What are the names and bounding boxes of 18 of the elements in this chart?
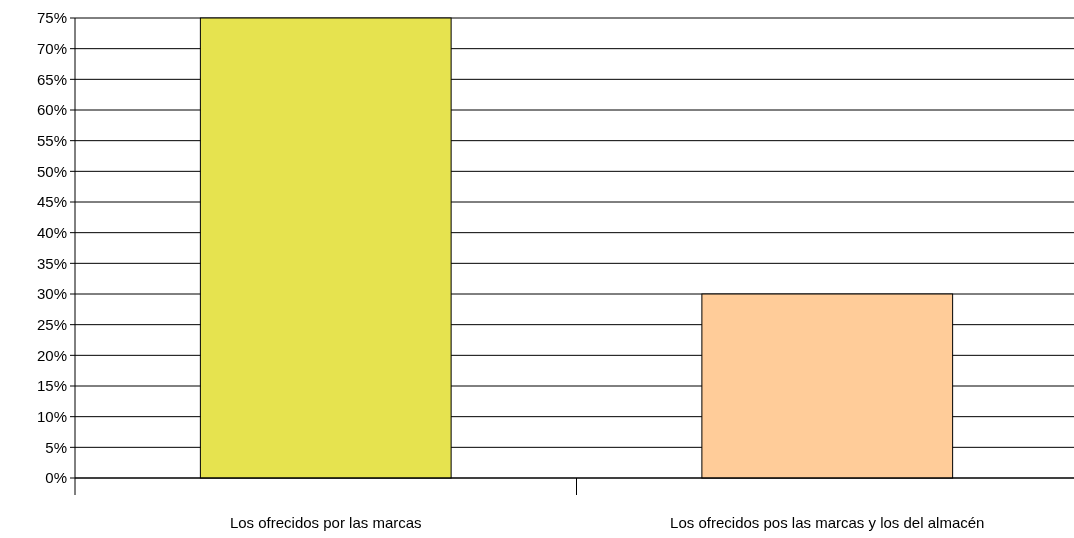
y-tick-label: 15%	[36, 377, 67, 395]
y-tick-label: 30%	[36, 285, 67, 303]
y-tick-label: 65%	[36, 70, 67, 88]
x-tick-label: Los ofrecidos por las marcas	[229, 514, 422, 531]
y-tick-label: 20%	[36, 346, 67, 364]
y-tick-label: 70%	[36, 39, 67, 57]
y-tick-label: 75%	[36, 9, 67, 27]
y-tick-label: 55%	[36, 131, 67, 149]
y-tick-label: 45%	[36, 193, 67, 211]
y-tick-label: 10%	[36, 407, 67, 425]
y-tick-label: 40%	[36, 223, 67, 241]
y-tick-label: 35%	[36, 254, 67, 272]
y-tick-label: 50%	[36, 162, 67, 180]
y-tick-label: 5%	[45, 438, 67, 456]
y-tick-label: 25%	[36, 315, 67, 333]
y-tick-label: 60%	[36, 101, 67, 119]
y-tick-label: 0%	[45, 469, 67, 487]
x-tick-label: Los ofrecidos pos las marcas y los del almacén	[670, 514, 985, 531]
